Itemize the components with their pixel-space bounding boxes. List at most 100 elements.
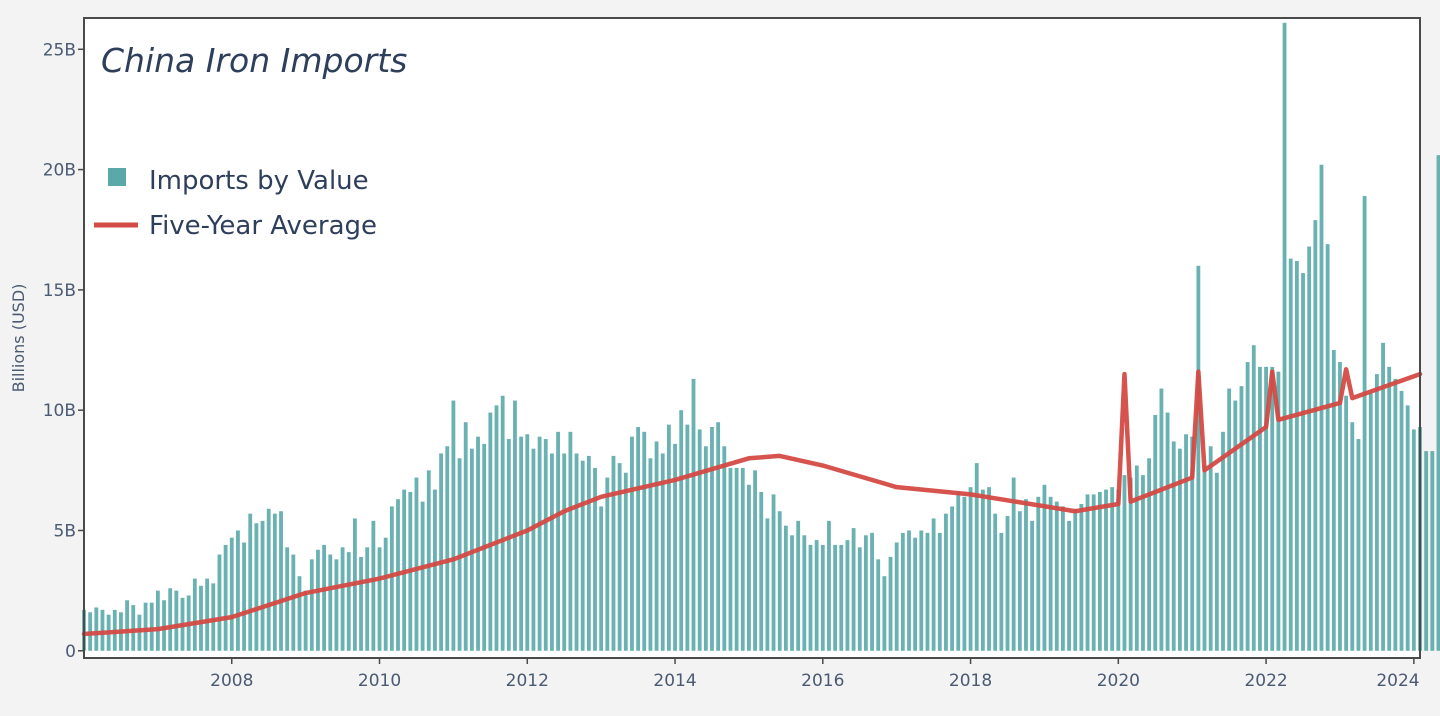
bar[interactable] [1067, 520, 1071, 651]
bar[interactable] [937, 532, 942, 651]
bar[interactable] [771, 494, 776, 651]
bar[interactable] [1282, 22, 1287, 651]
bar[interactable] [968, 487, 973, 651]
bar[interactable] [636, 427, 641, 651]
bar[interactable] [1085, 494, 1090, 651]
bar[interactable] [833, 544, 838, 651]
bar[interactable] [808, 544, 813, 651]
bar[interactable] [660, 453, 665, 651]
bar[interactable] [870, 532, 874, 651]
bar[interactable] [1017, 511, 1022, 651]
bar[interactable] [272, 513, 277, 651]
bar[interactable] [550, 453, 554, 651]
bar[interactable] [1005, 516, 1010, 651]
bar[interactable] [1159, 388, 1164, 651]
bar[interactable] [414, 477, 419, 651]
bar[interactable] [131, 605, 136, 651]
bar[interactable] [229, 537, 234, 651]
bar[interactable] [1011, 477, 1016, 651]
bar[interactable] [925, 532, 930, 651]
bar[interactable] [1251, 345, 1256, 651]
bar[interactable] [1048, 496, 1053, 651]
bar[interactable] [217, 554, 222, 651]
bar[interactable] [654, 441, 659, 651]
bar[interactable] [439, 453, 443, 651]
bar[interactable] [1214, 472, 1219, 651]
bar[interactable] [987, 487, 991, 651]
bar[interactable] [863, 535, 868, 651]
bar[interactable] [747, 484, 751, 651]
bar[interactable] [642, 431, 647, 651]
bar[interactable] [673, 443, 677, 651]
bar[interactable] [223, 544, 228, 651]
bar[interactable] [728, 467, 733, 651]
bar[interactable] [593, 467, 597, 651]
bar[interactable] [1054, 501, 1059, 651]
bar[interactable] [513, 400, 517, 651]
bar[interactable] [1104, 489, 1108, 651]
bar[interactable] [1116, 489, 1121, 651]
bar[interactable] [1091, 494, 1096, 651]
bar[interactable] [297, 576, 302, 651]
bar[interactable] [1276, 371, 1281, 651]
bar[interactable] [1436, 155, 1440, 651]
bar[interactable] [1331, 350, 1336, 651]
bar[interactable] [685, 424, 690, 651]
bar[interactable] [359, 556, 363, 651]
bar[interactable] [1134, 465, 1139, 651]
bar[interactable] [839, 544, 844, 651]
bar[interactable] [1258, 366, 1262, 651]
bar[interactable] [1374, 374, 1379, 651]
bar[interactable] [907, 530, 911, 651]
bar[interactable] [648, 458, 653, 651]
bar[interactable] [1184, 434, 1188, 651]
bar[interactable] [500, 395, 505, 651]
bar[interactable] [1368, 393, 1373, 651]
bar[interactable] [1362, 196, 1367, 651]
bar[interactable] [802, 535, 807, 651]
bar[interactable] [1024, 499, 1028, 651]
bar[interactable] [242, 542, 246, 651]
bar[interactable] [759, 491, 764, 651]
bar[interactable] [580, 460, 585, 651]
bar[interactable] [1356, 439, 1361, 651]
bar[interactable] [506, 439, 511, 651]
legend-item-imports[interactable]: Imports by Value [108, 166, 369, 196]
bar[interactable] [543, 439, 548, 651]
bar[interactable] [266, 508, 271, 651]
bar[interactable] [155, 590, 160, 651]
bar[interactable] [1313, 220, 1318, 651]
bar[interactable] [556, 431, 560, 651]
bar[interactable] [1128, 477, 1133, 651]
bar[interactable] [1097, 491, 1102, 651]
bar[interactable] [753, 470, 757, 651]
bar[interactable] [796, 520, 801, 651]
bar[interactable] [605, 477, 610, 651]
bar[interactable] [1042, 484, 1047, 651]
bar[interactable] [1171, 441, 1176, 651]
bar[interactable] [894, 542, 899, 651]
bar[interactable] [420, 501, 425, 651]
bar[interactable] [1270, 366, 1275, 651]
bar[interactable] [1221, 431, 1225, 651]
bar[interactable] [716, 422, 721, 651]
bar[interactable] [291, 554, 296, 651]
bar[interactable] [1110, 487, 1115, 651]
bar[interactable] [1239, 386, 1244, 651]
bar[interactable] [666, 424, 671, 651]
bar[interactable] [371, 520, 376, 651]
bar[interactable] [254, 523, 259, 651]
bar[interactable] [710, 427, 714, 651]
bar[interactable] [630, 436, 634, 651]
bar[interactable] [494, 405, 499, 651]
bar[interactable] [1264, 366, 1268, 651]
bar[interactable] [94, 607, 99, 651]
bar[interactable] [876, 559, 881, 651]
bar[interactable] [974, 463, 979, 651]
bar[interactable] [851, 528, 856, 651]
bar[interactable] [365, 547, 370, 651]
bar[interactable] [679, 410, 684, 651]
bar[interactable] [1079, 504, 1084, 651]
bar[interactable] [426, 470, 431, 651]
bar[interactable] [1301, 273, 1305, 651]
